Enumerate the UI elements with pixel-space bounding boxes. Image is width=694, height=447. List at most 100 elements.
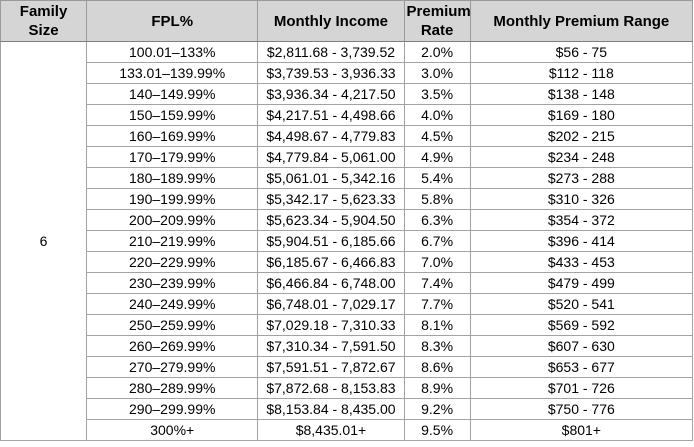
table-row: 190–199.99% $5,342.17 - 5,623.33 5.8% $310 …	[1, 188, 694, 210]
fpl-cell: 270–279.99%	[86, 356, 259, 378]
table-row: 160–169.99% $4,498.67 - 4,779.83 4.5% $202 …	[1, 125, 694, 147]
table-row: 170–179.99% $4,779.84 - 5,061.00 4.9% $234 …	[1, 146, 694, 168]
fpl-cell: 150–159.99%	[86, 104, 259, 126]
premium-range-cell: $56 - 75	[469, 41, 694, 63]
monthly-income-cell: $7,029.18 - 7,310.33	[257, 314, 405, 336]
table-row: 133.01–139.99% $3,739.53 - 3,936.33 3.0% $1…	[1, 62, 694, 84]
premium-rate-cell: 7.0%	[403, 251, 471, 273]
fpl-cell: 100.01–133%	[86, 41, 259, 63]
premium-rate-cell: 7.7%	[403, 293, 471, 315]
premium-rate-cell: 2.0%	[403, 41, 471, 63]
table-row: 270–279.99% $7,591.51 - 7,872.67 8.6% $653 …	[1, 356, 694, 378]
fpl-cell: 260–269.99%	[86, 335, 259, 357]
premium-range-cell: $801+	[469, 419, 694, 441]
premium-rate-cell: 6.3%	[403, 209, 471, 231]
fpl-cell: 170–179.99%	[86, 146, 259, 168]
monthly-income-cell: $5,342.17 - 5,623.33	[257, 188, 405, 210]
premium-rate-cell: 4.9%	[403, 146, 471, 168]
monthly-income-cell: $5,904.51 - 6,185.66	[257, 230, 405, 252]
fpl-cell: 190–199.99%	[86, 188, 259, 210]
premium-rate-cell: 4.0%	[403, 104, 471, 126]
premium-range-cell: $750 - 776	[469, 398, 694, 420]
premium-rate-cell: 6.7%	[403, 230, 471, 252]
fpl-cell: 210–219.99%	[86, 230, 259, 252]
table-row: 6 100.01–133% $2,811.68 - 3,739.52 2.0% $56 …	[0, 41, 694, 441]
premium-range-cell: $396 - 414	[469, 230, 694, 252]
premium-rate-cell: 8.6%	[403, 356, 471, 378]
premium-rate-cell: 9.5%	[403, 419, 471, 441]
table-row: 200–209.99% $5,623.34 - 5,904.50 6.3% $354 …	[1, 209, 694, 231]
table-row: 300%+ $8,435.01+ 9.5% $801+	[1, 419, 694, 441]
premium-rate-cell: 9.2%	[403, 398, 471, 420]
premium-range-cell: $354 - 372	[469, 209, 694, 231]
monthly-income-cell: $5,623.34 - 5,904.50	[257, 209, 405, 231]
premium-range-cell: $433 - 453	[469, 251, 694, 273]
premium-range-cell: $273 - 288	[469, 167, 694, 189]
monthly-income-cell: $6,748.01 - 7,029.17	[257, 293, 405, 315]
family-size-cell: 6	[0, 41, 88, 441]
table-row: 290–299.99% $8,153.84 - 8,435.00 9.2% $750 …	[1, 398, 694, 420]
premium-range-cell: $653 - 677	[469, 356, 694, 378]
column-header-fpl: FPL%	[86, 0, 259, 42]
monthly-income-cell: $6,185.67 - 6,466.83	[257, 251, 405, 273]
monthly-income-cell: $2,811.68 - 3,739.52	[257, 41, 405, 63]
premium-rate-cell: 8.1%	[403, 314, 471, 336]
premium-range-cell: $234 - 248	[469, 146, 694, 168]
fpl-cell: 160–169.99%	[86, 125, 259, 147]
fpl-cell: 140–149.99%	[86, 83, 259, 105]
premium-range-cell: $138 - 148	[469, 83, 694, 105]
premium-range-cell: $569 - 592	[469, 314, 694, 336]
fpl-cell: 230–239.99%	[86, 272, 259, 294]
table-body: 6 100.01–133% $2,811.68 - 3,739.52 2.0% $56 …	[0, 41, 694, 441]
premium-range-cell: $701 - 726	[469, 377, 694, 399]
table-row: 280–289.99% $7,872.68 - 8,153.83 8.9% $701 …	[1, 377, 694, 399]
fpl-cell: 220–229.99%	[86, 251, 259, 273]
premium-range-cell: $607 - 630	[469, 335, 694, 357]
premium-rate-cell: 5.4%	[403, 167, 471, 189]
premium-rate-cell: 8.3%	[403, 335, 471, 357]
column-header-monthly-premium-range: Monthly Premium Range	[469, 0, 694, 42]
monthly-income-cell: $4,217.51 - 4,498.66	[257, 104, 405, 126]
fpl-cell: 180–189.99%	[86, 167, 259, 189]
fpl-cell: 250–259.99%	[86, 314, 259, 336]
fpl-cell: 280–289.99%	[86, 377, 259, 399]
column-header-premium-rate: Premium Rate	[403, 0, 471, 42]
table-row: 150–159.99% $4,217.51 - 4,498.66 4.0% $169 …	[1, 104, 694, 126]
table-row: 220–229.99% $6,185.67 - 6,466.83 7.0% $433 …	[1, 251, 694, 273]
table-row: 210–219.99% $5,904.51 - 6,185.66 6.7% $396 …	[1, 230, 694, 252]
monthly-income-cell: $8,435.01+	[257, 419, 405, 441]
premium-range-cell: $202 - 215	[469, 125, 694, 147]
table-row: 250–259.99% $7,029.18 - 7,310.33 8.1% $569 …	[1, 314, 694, 336]
premium-rate-cell: 5.8%	[403, 188, 471, 210]
monthly-income-cell: $6,466.84 - 6,748.00	[257, 272, 405, 294]
monthly-income-cell: $4,779.84 - 5,061.00	[257, 146, 405, 168]
premium-rate-cell: 8.9%	[403, 377, 471, 399]
monthly-income-cell: $3,739.53 - 3,936.33	[257, 62, 405, 84]
fpl-cell: 300%+	[86, 419, 259, 441]
table-row: 140–149.99% $3,936.34 - 4,217.50 3.5% $138 …	[1, 83, 694, 105]
monthly-income-cell: $5,061.01 - 5,342.16	[257, 167, 405, 189]
fpl-cell: 240–249.99%	[86, 293, 259, 315]
header-row: Family Size FPL% Monthly Income Premium …	[0, 0, 694, 42]
table-row: 230–239.99% $6,466.84 - 6,748.00 7.4% $479 …	[1, 272, 694, 294]
monthly-income-cell: $7,310.34 - 7,591.50	[257, 335, 405, 357]
column-header-monthly-income: Monthly Income	[257, 0, 405, 42]
fpl-cell: 133.01–139.99%	[86, 62, 259, 84]
monthly-income-cell: $7,591.51 - 7,872.67	[257, 356, 405, 378]
premium-rate-cell: 3.0%	[403, 62, 471, 84]
column-header-family-size: Family Size	[0, 0, 88, 42]
table-row: 180–189.99% $5,061.01 - 5,342.16 5.4% $273 …	[1, 167, 694, 189]
premium-rate-cell: 7.4%	[403, 272, 471, 294]
table-header: Family Size FPL% Monthly Income Premium …	[0, 0, 694, 42]
table-row: 240–249.99% $6,748.01 - 7,029.17 7.7% $520 …	[1, 293, 694, 315]
monthly-income-cell: $8,153.84 - 8,435.00	[257, 398, 405, 420]
fpl-cell: 290–299.99%	[86, 398, 259, 420]
monthly-income-cell: $7,872.68 - 8,153.83	[257, 377, 405, 399]
premium-range-cell: $310 - 326	[469, 188, 694, 210]
premium-range-cell: $112 - 118	[469, 62, 694, 84]
fpl-cell: 200–209.99%	[86, 209, 259, 231]
premium-rate-cell: 4.5%	[403, 125, 471, 147]
monthly-income-cell: $4,498.67 - 4,779.83	[257, 125, 405, 147]
monthly-income-cell: $3,936.34 - 4,217.50	[257, 83, 405, 105]
